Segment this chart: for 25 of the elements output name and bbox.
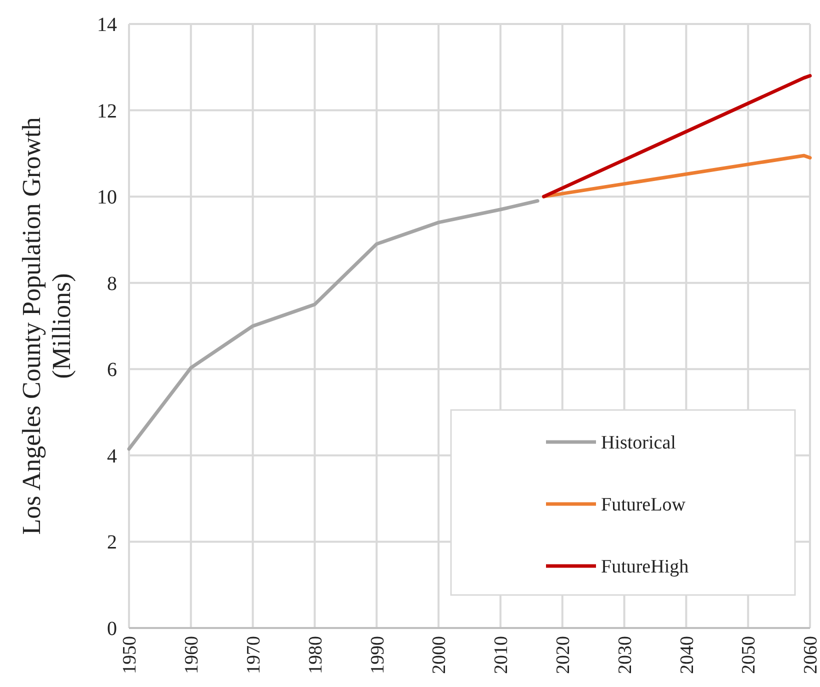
x-tick-label: 2060 — [800, 636, 820, 674]
line-series — [127, 199, 540, 451]
x-tick-label: 2040 — [676, 636, 698, 674]
y-tick-label: 4 — [107, 445, 117, 468]
legend-label: Historical — [601, 432, 676, 454]
x-tick-label: 2000 — [429, 636, 450, 674]
x-tick-label: 1970 — [243, 636, 264, 674]
x-tick-label: 1980 — [305, 636, 326, 674]
y-tick-label: 0 — [107, 618, 117, 640]
y-tick-label: 6 — [107, 359, 117, 382]
y-tick-label: 10 — [97, 186, 117, 209]
x-tick-label: 2010 — [491, 636, 512, 674]
y-axis-title: Los Angeles County Population Growth (Millions) — [17, 117, 76, 535]
x-tick-label: 2030 — [614, 636, 636, 674]
x-tick-label: 1950 — [120, 636, 141, 674]
y-tick-label: 2 — [107, 532, 117, 554]
legend-label: FutureHigh — [601, 556, 690, 578]
legend-label: FutureLow — [601, 494, 686, 516]
x-tick-label: 2020 — [553, 636, 574, 674]
x-tick-label: 2050 — [738, 636, 760, 674]
x-tick-label: 1990 — [367, 636, 388, 674]
y-tick-label: 14 — [97, 14, 117, 36]
x-tick-label: 1960 — [182, 636, 203, 674]
y-tick-label: 12 — [97, 100, 117, 122]
y-tick-label: 8 — [107, 272, 117, 295]
